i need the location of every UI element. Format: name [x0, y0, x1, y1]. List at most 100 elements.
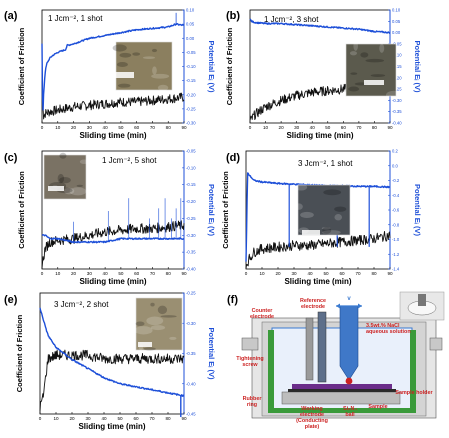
y2-tick-label: -0.05: [186, 149, 196, 154]
x-tick-label: 90: [181, 125, 187, 130]
inset-texture: [353, 41, 358, 51]
x-tick-label: 40: [310, 125, 316, 130]
x-tick-label: 10: [53, 416, 59, 421]
inset-background: [297, 184, 351, 236]
x-tick-label: 90: [387, 125, 393, 130]
y2-tick-label: 0.05: [186, 22, 195, 27]
inset-texture: [157, 305, 168, 315]
inset-texture: [334, 206, 347, 212]
inset-texture: [59, 176, 71, 184]
y-axis-label: Coefficient of Friction: [225, 27, 234, 105]
x-tick-label: 60: [134, 271, 140, 276]
chart-panel-2: (b) 0 10 20 30 40 50 60 70 80 90 Sliding time (min)…: [225, 8, 422, 141]
y-axis-label: Coefficient of Friction: [221, 171, 230, 249]
x-tick-label: 30: [87, 125, 93, 130]
inset-micrograph: [43, 152, 89, 200]
y2-tick-label: -1.4: [392, 267, 400, 272]
y2-tick-label: -0.45: [186, 412, 196, 417]
x-tick-label: 60: [133, 416, 139, 421]
schematic-panel: (f) Counter electrode Reference electrode v 3.…: [227, 291, 445, 430]
inset-texture: [119, 52, 132, 58]
inset-texture: [135, 321, 145, 326]
x-axis-label: Sliding time (min): [79, 277, 146, 286]
x-tick-label: 90: [181, 271, 187, 276]
y2-axis-label: Potential Eᵢ (V): [207, 184, 216, 236]
inset-scale-tag: [302, 230, 320, 235]
inset-texture: [295, 203, 303, 210]
inset-texture: [117, 83, 131, 88]
x-tick-label: 60: [339, 271, 345, 276]
condition-annotation: 3 Jcm⁻², 2 shot: [54, 300, 109, 309]
x-tick-label: 50: [117, 416, 123, 421]
panel-label: (b): [226, 10, 240, 22]
tightening-screw-right: [429, 337, 443, 351]
x-tick-label: 10: [55, 271, 61, 276]
y2-tick-label: 0.00: [186, 36, 195, 41]
y2-axis-label: Potential Eᵢ (V): [207, 328, 216, 380]
inset-texture: [370, 74, 386, 77]
x-tick-label: 20: [279, 125, 285, 130]
velocity-arrow-head-left: [336, 303, 340, 309]
inset-texture: [348, 86, 360, 92]
condition-annotation: 1 Jcm⁻², 3 shot: [264, 15, 319, 24]
ball-holder: [339, 305, 359, 381]
y2-tick-label: -0.20: [186, 199, 196, 204]
x-tick-label: 10: [55, 125, 61, 130]
panel-label: (d): [226, 152, 240, 164]
x-tick-label: 80: [371, 271, 377, 276]
x-axis-label: Sliding time (min): [78, 422, 145, 431]
y2-tick-label: -0.10: [186, 165, 196, 170]
y2-tick-label: -0.35: [186, 250, 196, 255]
x-tick-label: 30: [291, 271, 297, 276]
y2-axis-label: Potential Eᵢ (V): [413, 41, 422, 93]
y2-tick-label: -0.40: [186, 381, 196, 386]
y-axis-label: Coefficient of Friction: [17, 171, 26, 249]
y2-tick-label: 0.10: [392, 8, 401, 13]
nacl-label: 3.5wt.% NaCl aqueous solution: [366, 323, 411, 335]
y2-tick-label: -0.10: [392, 53, 402, 58]
y2-tick-label: -1.0: [392, 237, 400, 242]
x-tick-label: 60: [341, 125, 347, 130]
y2-tick-label: -0.6: [392, 208, 400, 213]
y2-tick-label: 0.2: [392, 149, 398, 154]
y2-tick-label: -0.25: [186, 216, 196, 221]
friction-series-line: [41, 220, 185, 269]
y-axis-label: Coefficient of Friction: [15, 314, 24, 392]
x-tick-label: 30: [294, 125, 300, 130]
y2-tick-label: -1.2: [392, 252, 400, 257]
potential-series-line: [41, 234, 185, 244]
inset-texture: [365, 58, 385, 63]
x-tick-label: 10: [263, 125, 269, 130]
panel-label: (c): [4, 152, 18, 164]
inset-texture: [142, 56, 156, 60]
inset-texture: [300, 211, 314, 219]
friction-series-line: [245, 230, 391, 269]
y2-tick-label: -0.30: [392, 98, 402, 103]
chart-panel-5: (e) 0 10 20 30 40 50 60 70 80 90 Sliding time (min)…: [4, 291, 216, 432]
inset-texture: [151, 48, 158, 53]
x-tick-label: 90: [387, 271, 393, 276]
x-tick-label: 80: [165, 416, 171, 421]
y2-tick-label: -0.40: [186, 267, 196, 272]
inset-texture: [360, 52, 369, 58]
y2-tick-label: -0.35: [392, 109, 402, 114]
inset-micrograph: [110, 41, 173, 91]
tightening-screw: [241, 337, 259, 351]
y2-tick-label: -0.4: [392, 193, 400, 198]
inset-texture: [152, 66, 157, 75]
panel-label: (a): [4, 10, 18, 22]
counter-electrode: [305, 317, 314, 381]
inset-scale-tag: [138, 342, 152, 347]
rubber-ring-bottom: [268, 408, 416, 413]
x-tick-label: 30: [85, 416, 91, 421]
inset-micrograph: [134, 297, 183, 351]
panel-label: (f): [227, 294, 238, 306]
friction-series-line: [41, 81, 185, 120]
inset-texture: [323, 189, 342, 196]
counter-electrode-label: Counter electrode: [250, 308, 274, 320]
inset-texture: [385, 90, 402, 101]
x-tick-label: 20: [71, 125, 77, 130]
x-tick-label: 20: [71, 271, 77, 276]
inset-texture: [57, 173, 65, 184]
inset-scale-tag: [364, 80, 384, 85]
